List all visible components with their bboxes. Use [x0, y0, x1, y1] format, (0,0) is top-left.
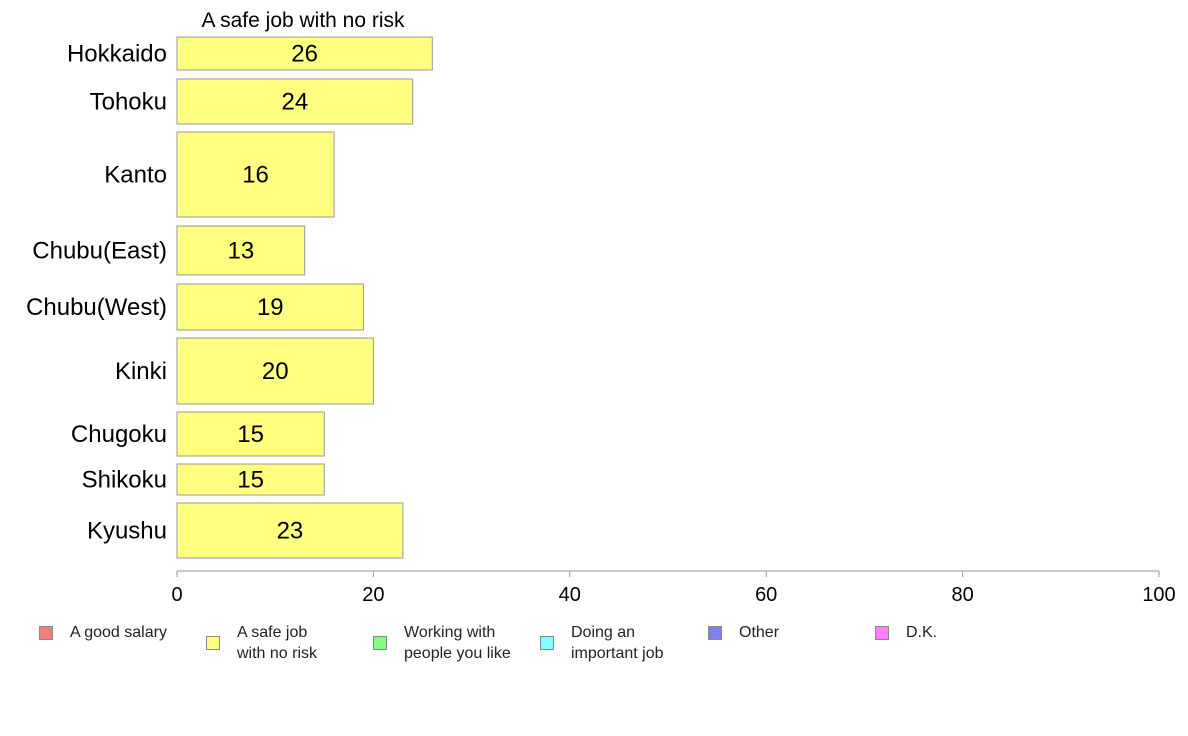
- bar: [176, 36, 433, 71]
- category-label: Chugoku: [71, 421, 167, 448]
- x-tick-label: 40: [559, 584, 581, 606]
- bar: [176, 283, 365, 331]
- legend-swatch: [39, 625, 53, 640]
- legend-label: Doing an important job: [571, 624, 664, 662]
- bar: [176, 225, 306, 276]
- data-label: 23: [277, 518, 304, 545]
- legend-swatch: [708, 625, 722, 640]
- category-label: Chubu(West): [26, 294, 167, 321]
- data-label: 15: [237, 421, 264, 448]
- legend-item-good-salary: A good salary: [39, 622, 167, 643]
- legend-label: Working with people you like: [404, 624, 511, 662]
- bars-group: 26 Hokkaido 24 Tohoku 16 Kanto 13 Chubu(East) 19…: [26, 36, 433, 559]
- bar: [176, 78, 414, 125]
- legend-label: A good salary: [70, 624, 167, 641]
- legend-item-other: Other: [708, 622, 779, 643]
- bar: [176, 502, 404, 559]
- bar: [176, 337, 374, 405]
- bar: [176, 411, 325, 457]
- x-axis: 0 20 40 60 80 100: [171, 570, 1176, 606]
- data-label: 24: [281, 89, 308, 116]
- legend-item-safe-job: A safe job with no risk: [206, 622, 317, 664]
- category-label: Chubu(East): [32, 238, 167, 265]
- legend-item-important-job: Doing an important job: [540, 622, 664, 664]
- category-label: Tohoku: [90, 89, 167, 116]
- legend-swatch: [373, 636, 387, 650]
- legend-swatch: [875, 625, 889, 640]
- legend-label: D.K.: [906, 624, 938, 641]
- category-label: Kanto: [104, 162, 167, 189]
- category-label: Shikoku: [82, 467, 167, 494]
- x-tick-label: 20: [362, 584, 384, 606]
- data-label: 20: [262, 358, 289, 385]
- x-tick-label: 100: [1142, 584, 1175, 606]
- chart-title: A safe job with no risk: [201, 9, 405, 32]
- data-label: 13: [227, 238, 254, 265]
- bar: [176, 463, 325, 496]
- category-label: Hokkaido: [67, 41, 167, 68]
- category-label: Kyushu: [87, 518, 167, 545]
- data-label: 19: [257, 294, 284, 321]
- legend: A good salary A safe job with no risk Wo…: [0, 622, 1188, 672]
- x-tick-label: 60: [755, 584, 777, 606]
- x-tick-label: 80: [951, 584, 973, 606]
- bar: [176, 131, 335, 218]
- legend-item-working-with-people: Working with people you like: [373, 622, 511, 664]
- category-label: Kinki: [115, 358, 167, 385]
- legend-label: Other: [739, 624, 780, 641]
- legend-label: A safe job with no risk: [237, 624, 318, 662]
- legend-swatch: [206, 636, 220, 650]
- data-label: 15: [237, 467, 264, 494]
- data-label: 16: [242, 162, 269, 189]
- data-label: 26: [291, 41, 318, 68]
- x-tick-label: 0: [171, 584, 182, 606]
- legend-swatch: [540, 636, 554, 650]
- legend-item-dk: D.K.: [875, 622, 937, 643]
